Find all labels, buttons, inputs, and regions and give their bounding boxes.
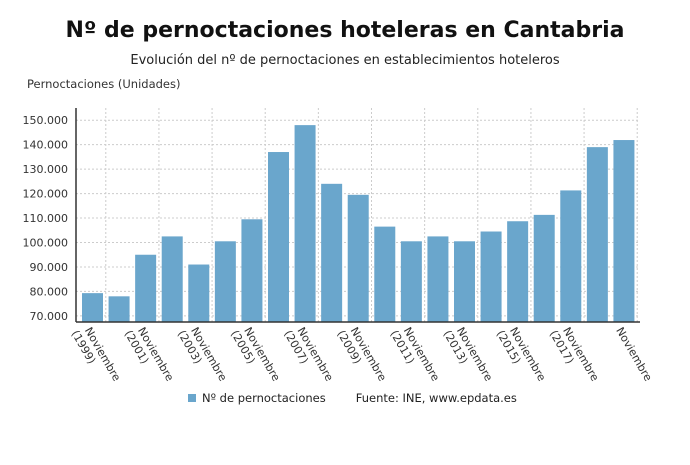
bar [533,214,555,322]
x-tick-label: Noviembre [613,325,654,384]
chart-subtitle: Evolución del nº de pernoctaciones en es… [130,53,560,68]
y-tick-label: 150.000 [23,114,69,127]
source-note: Fuente: INE, www.epdata.es [355,391,517,405]
x-tick-label: Noviembre(2015) [494,322,549,391]
x-tick-label: Noviembre(2003) [175,322,230,391]
y-tick-label: 100.000 [23,237,69,250]
bar [82,293,103,322]
y-tick-label: 80.000 [30,285,69,298]
y-tick-label: 70.000 [30,310,69,323]
y-tick-label: 90.000 [30,261,69,274]
bar [108,296,130,322]
bar [161,236,183,322]
legend-swatch [188,394,196,402]
x-tick-label: Noviembre(2013) [441,322,496,391]
bar [268,152,289,322]
x-tick-label: Noviembre(2001) [122,322,177,391]
bar [321,183,343,322]
bar [188,264,210,322]
y-tick-label: 120.000 [23,188,69,201]
bar [241,219,263,322]
y-axis-label: Pernoctaciones (Unidades) [27,77,181,91]
legend-label: Nº de pernoctaciones [202,391,326,405]
y-tick-label: 140.000 [23,139,69,152]
y-tick-label: 130.000 [23,163,69,176]
bar [480,231,502,322]
bar [586,147,608,322]
bar [427,236,449,322]
bar [374,226,396,322]
bar [135,254,157,322]
bar [347,194,369,322]
bar [560,190,582,322]
x-tick-label: Noviembre(1999) [69,322,124,391]
bar [613,140,635,322]
bar [400,241,422,322]
chart-title: Nº de pernoctaciones hoteleras en Cantab… [65,18,625,43]
bar [507,221,529,322]
y-tick-label: 110.000 [23,212,69,225]
legend: Nº de pernoctaciones Fuente: INE, www.ep… [188,391,517,405]
x-tick-label: Noviembre(2011) [388,322,443,391]
bar [454,241,475,322]
x-tick-label: Noviembre(2017) [547,322,602,391]
bar [214,241,236,322]
x-tick-label: Noviembre(2007) [281,322,336,391]
x-tick-label: Noviembre(2005) [228,322,283,391]
bar [294,125,316,323]
x-tick-label: Noviembre(2009) [334,322,389,391]
